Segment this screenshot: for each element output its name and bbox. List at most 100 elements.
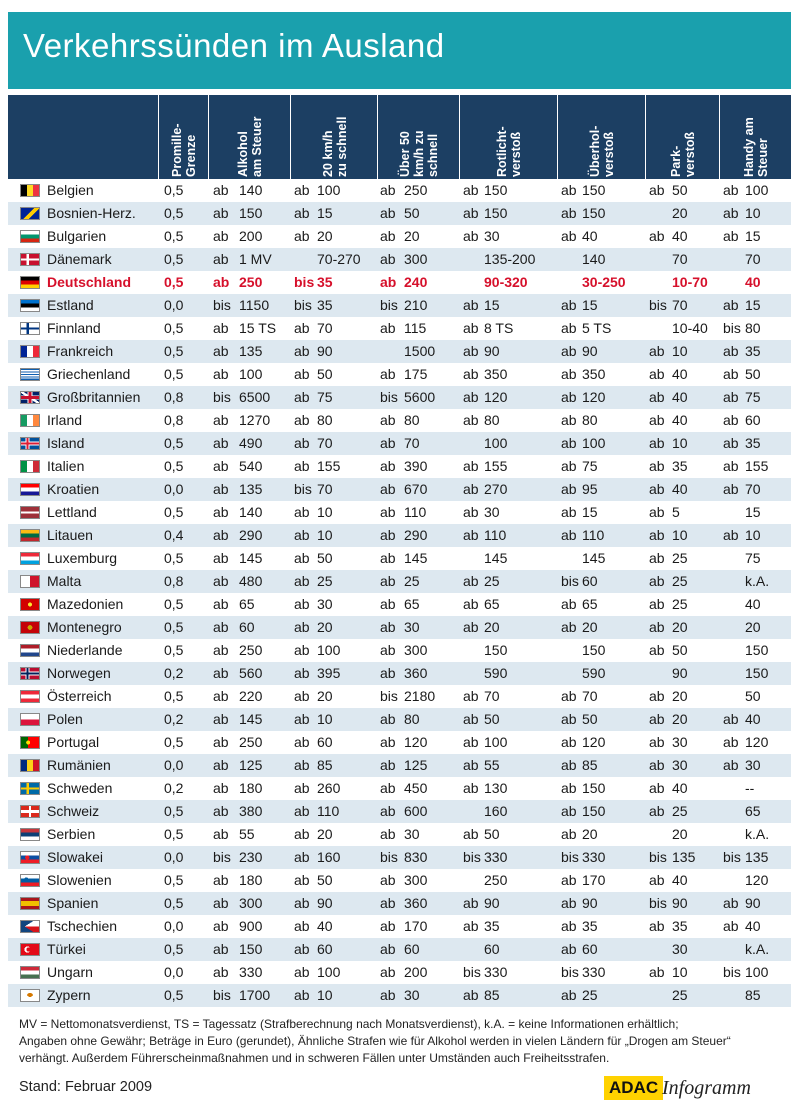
column-header-label: Handy am Steuer — [742, 117, 770, 177]
qualifier: ab — [294, 458, 310, 474]
fine-value: 15 — [484, 297, 500, 313]
fine-value: 30 — [404, 987, 420, 1003]
fine-value: 120 — [404, 734, 428, 750]
fine-value: 110 — [404, 504, 427, 520]
fine-value: 35 — [317, 297, 333, 313]
flag-tr-icon — [20, 943, 40, 956]
qualifier: ab — [294, 182, 310, 198]
qualifier: ab — [294, 412, 310, 428]
qualifier: ab — [380, 642, 396, 658]
qualifier: ab — [213, 274, 230, 290]
qualifier: ab — [294, 366, 310, 382]
fine-value: 1150 — [239, 297, 270, 313]
qualifier: ab — [294, 205, 310, 221]
promille-value: 0,8 — [164, 389, 184, 405]
qualifier: ab — [213, 872, 229, 888]
qualifier: ab — [380, 619, 396, 635]
qualifier: ab — [294, 780, 310, 796]
qualifier: ab — [649, 573, 665, 589]
fine-value: 5 — [672, 504, 680, 520]
fine-value: 115 — [404, 320, 427, 336]
fine-value: 10 — [672, 964, 688, 980]
qualifier: ab — [380, 550, 396, 566]
fine-value: 25 — [317, 573, 333, 589]
qualifier: ab — [463, 573, 479, 589]
fine-value: 10-40 — [672, 320, 708, 336]
qualifier: ab — [213, 964, 229, 980]
qualifier: bis — [294, 481, 312, 497]
footnote-line: MV = Nettomonatsverdienst, TS = Tagessat… — [19, 1017, 679, 1031]
fine-value: 65 — [582, 596, 598, 612]
promille-value: 0,5 — [164, 895, 184, 911]
country-name: Polen — [47, 711, 83, 727]
qualifier: ab — [463, 826, 479, 842]
table-row: Griechenland 0,5 ab 100 ab 50 ab 175 ab 350 ab 350 a… — [8, 363, 791, 386]
qualifier: ab — [463, 688, 479, 704]
qualifier: bis — [723, 964, 741, 980]
country-name: Norwegen — [47, 665, 111, 681]
qualifier: ab — [380, 527, 396, 543]
footnotes: MV = Nettomonatsverdienst, TS = Tagessat… — [19, 1016, 789, 1067]
table-row: Türkei 0,5 ab 150 ab 60 ab 60 60 ab 60 30 k.A. — [8, 938, 791, 961]
qualifier: bis — [380, 297, 398, 313]
fine-value: 60 — [582, 573, 598, 589]
qualifier: ab — [463, 619, 479, 635]
promille-value: 0,5 — [164, 826, 184, 842]
promille-value: 0,0 — [164, 757, 184, 773]
qualifier: ab — [380, 826, 396, 842]
qualifier: ab — [294, 757, 310, 773]
fine-value: 150 — [582, 803, 606, 819]
table-row: Bosnien-Herz. 0,5 ab 150 ab 15 ab 50 ab 150 ab 150 2… — [8, 202, 791, 225]
qualifier: ab — [463, 987, 479, 1003]
promille-value: 0,5 — [164, 435, 184, 451]
table-row: Irland 0,8 ab 1270 ab 80 ab 80 ab 80 ab 80 ab 40 ab 60 — [8, 409, 791, 432]
fine-value: 15 TS — [239, 320, 277, 336]
qualifier: ab — [294, 987, 310, 1003]
country-name: Kroatien — [47, 481, 100, 497]
qualifier: bis — [561, 849, 579, 865]
qualifier: ab — [294, 711, 310, 727]
qualifier: ab — [294, 596, 310, 612]
country-name: Bulgarien — [47, 228, 107, 244]
promille-value: 0,5 — [164, 366, 184, 382]
column-header: Überhol- verstoß — [557, 95, 646, 179]
country-name: Litauen — [47, 527, 93, 543]
promille-value: 0,0 — [164, 918, 184, 934]
fine-value: 220 — [239, 688, 263, 704]
promille-value: 0,5 — [164, 803, 184, 819]
qualifier: ab — [380, 964, 396, 980]
fine-value: 350 — [582, 366, 606, 382]
qualifier: ab — [463, 711, 479, 727]
qualifier: ab — [561, 619, 577, 635]
table-row: Schweiz 0,5 ab 380 ab 110 ab 600 160 ab 150 ab 25 65 — [8, 800, 791, 823]
qualifier: bis — [723, 320, 741, 336]
fine-value: 135-200 — [484, 251, 536, 267]
fine-value: 10-70 — [672, 274, 708, 290]
qualifier: bis — [649, 849, 667, 865]
fine-value: 70 — [672, 297, 688, 313]
country-name: Luxemburg — [47, 550, 118, 566]
table-row: Bulgarien 0,5 ab 200 ab 20 ab 20 ab 30 ab 40 ab 40 ab 1… — [8, 225, 791, 248]
fine-value: 25 — [672, 596, 688, 612]
fine-value: 135 — [239, 481, 263, 497]
qualifier: ab — [213, 366, 229, 382]
promille-value: 0,5 — [164, 872, 184, 888]
country-name: Türkei — [47, 941, 86, 957]
fine-value: 1270 — [239, 412, 271, 428]
fine-value: 300 — [404, 251, 428, 267]
fine-value: 135 — [672, 849, 696, 865]
country-name: Serbien — [47, 826, 96, 842]
fine-value: 130 — [484, 780, 508, 796]
fine-value: 35 — [672, 458, 688, 474]
fine-value: 75 — [582, 458, 598, 474]
qualifier: ab — [561, 895, 577, 911]
qualifier: ab — [213, 619, 229, 635]
qualifier: ab — [294, 872, 310, 888]
promille-value: 0,5 — [164, 619, 184, 635]
qualifier: ab — [463, 412, 479, 428]
flag-sk-icon — [20, 851, 40, 864]
country-name: Österreich — [47, 688, 112, 704]
fine-value: 1500 — [404, 343, 436, 359]
qualifier: bis — [463, 849, 481, 865]
fine-value: 450 — [404, 780, 428, 796]
